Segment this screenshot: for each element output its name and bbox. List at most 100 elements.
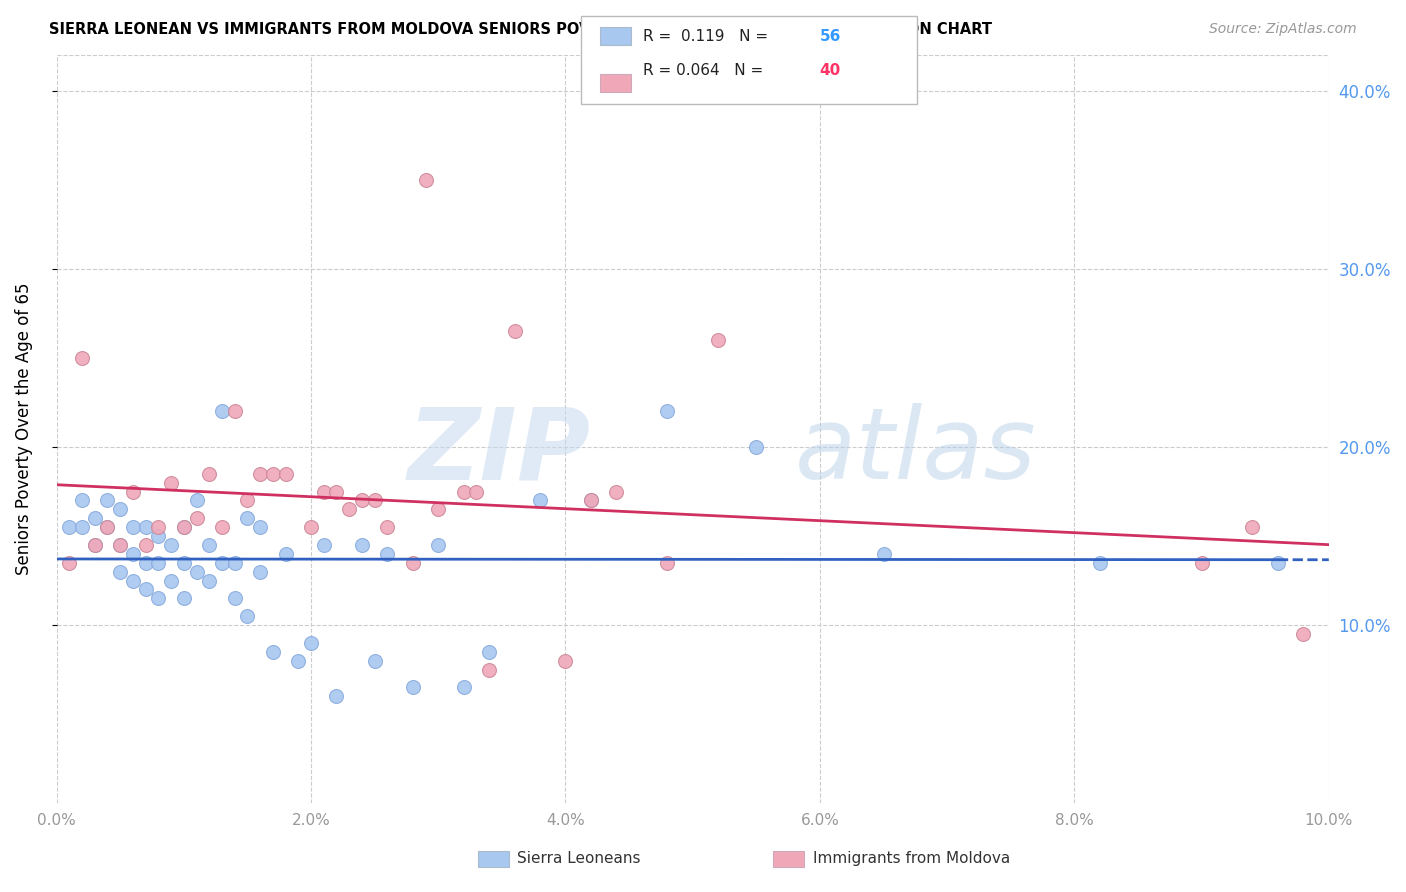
Point	[211, 404, 233, 418]
Point	[262, 467, 284, 481]
Point	[1292, 627, 1315, 641]
Point	[186, 565, 208, 579]
Point	[249, 565, 271, 579]
Point	[478, 645, 501, 659]
Point	[211, 556, 233, 570]
Point	[1267, 556, 1289, 570]
Point	[377, 520, 399, 534]
Point	[70, 520, 93, 534]
Point	[148, 591, 170, 606]
Point	[110, 538, 132, 552]
Point	[325, 484, 347, 499]
Point	[211, 520, 233, 534]
Point	[299, 520, 322, 534]
Point	[135, 582, 157, 597]
Point	[198, 574, 221, 588]
Point	[110, 502, 132, 516]
Point	[173, 556, 195, 570]
Text: Immigrants from Moldova: Immigrants from Moldova	[813, 851, 1010, 866]
Point	[236, 493, 259, 508]
Point	[135, 556, 157, 570]
Point	[70, 493, 93, 508]
Point	[657, 404, 679, 418]
Point	[503, 324, 526, 338]
Point	[453, 681, 475, 695]
Point	[110, 538, 132, 552]
Point	[312, 538, 335, 552]
Point	[402, 681, 425, 695]
Point	[83, 511, 105, 525]
Point	[96, 520, 118, 534]
Point	[402, 556, 425, 570]
Point	[1191, 556, 1213, 570]
Point	[122, 547, 145, 561]
Point	[198, 467, 221, 481]
Point	[745, 440, 768, 454]
Point	[160, 538, 183, 552]
Point	[465, 484, 488, 499]
Point	[337, 502, 360, 516]
Point	[312, 484, 335, 499]
Point	[186, 493, 208, 508]
Point	[122, 574, 145, 588]
Text: 40: 40	[820, 62, 841, 78]
Point	[173, 520, 195, 534]
Point	[377, 547, 399, 561]
Point	[657, 556, 679, 570]
Point	[427, 538, 450, 552]
Point	[224, 591, 246, 606]
Point	[236, 511, 259, 525]
Text: R = 0.064   N =: R = 0.064 N =	[643, 62, 768, 78]
Text: ZIP: ZIP	[408, 403, 591, 500]
Point	[363, 493, 385, 508]
Y-axis label: Seniors Poverty Over the Age of 65: Seniors Poverty Over the Age of 65	[15, 283, 32, 575]
Point	[224, 556, 246, 570]
Point	[148, 520, 170, 534]
Text: R =  0.119   N =: R = 0.119 N =	[643, 29, 772, 44]
Point	[427, 502, 450, 516]
Text: Source: ZipAtlas.com: Source: ZipAtlas.com	[1209, 22, 1357, 37]
Point	[96, 493, 118, 508]
Point	[274, 547, 297, 561]
Point	[478, 663, 501, 677]
Point	[70, 351, 93, 365]
Point	[135, 538, 157, 552]
Point	[299, 636, 322, 650]
Point	[58, 520, 80, 534]
Point	[287, 654, 309, 668]
Point	[198, 538, 221, 552]
Point	[579, 493, 602, 508]
Point	[872, 547, 894, 561]
Point	[707, 333, 730, 347]
Point	[160, 475, 183, 490]
Point	[236, 609, 259, 624]
Point	[249, 520, 271, 534]
Point	[83, 538, 105, 552]
Point	[83, 538, 105, 552]
Point	[148, 556, 170, 570]
Text: atlas: atlas	[794, 403, 1036, 500]
Point	[1088, 556, 1111, 570]
Point	[363, 654, 385, 668]
Point	[262, 645, 284, 659]
Point	[186, 511, 208, 525]
Point	[579, 493, 602, 508]
Point	[135, 520, 157, 534]
Point	[605, 484, 627, 499]
Point	[122, 484, 145, 499]
Point	[160, 574, 183, 588]
Point	[529, 493, 551, 508]
Point	[274, 467, 297, 481]
Point	[173, 520, 195, 534]
Text: 56: 56	[820, 29, 841, 44]
Point	[58, 556, 80, 570]
Point	[173, 591, 195, 606]
Text: SIERRA LEONEAN VS IMMIGRANTS FROM MOLDOVA SENIORS POVERTY OVER THE AGE OF 65 COR: SIERRA LEONEAN VS IMMIGRANTS FROM MOLDOV…	[49, 22, 993, 37]
Point	[325, 690, 347, 704]
Point	[96, 520, 118, 534]
Point	[110, 565, 132, 579]
Point	[122, 520, 145, 534]
Text: Sierra Leoneans: Sierra Leoneans	[517, 851, 641, 866]
Point	[554, 654, 576, 668]
Point	[453, 484, 475, 499]
